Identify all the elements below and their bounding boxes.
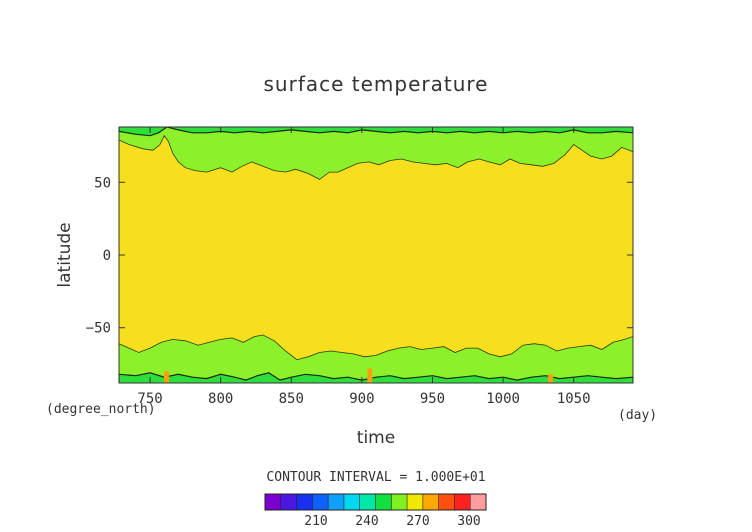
colorbar-tick-label: 300 — [457, 514, 480, 529]
colorbar-swatch — [343, 494, 361, 510]
colorbar-tick-label: 270 — [406, 514, 429, 529]
colorbar-swatch — [422, 494, 440, 510]
colorbar-swatch — [359, 494, 376, 510]
y-axis: 50 0 −50 — [86, 175, 633, 337]
colorbar-tick-labels: 210 240 270 300 — [304, 514, 480, 529]
north-midlatitude-band — [119, 127, 633, 180]
colorbar-swatch — [391, 494, 408, 510]
colorbar-swatch — [296, 494, 313, 510]
warm-edge-patches — [164, 368, 554, 383]
y-axis-label: latitude — [55, 222, 75, 287]
colorbar-swatch — [407, 494, 424, 510]
x-tick-label: 750 — [137, 391, 162, 407]
y-axis-unit: (degree_north) — [46, 402, 156, 417]
south-polar-band — [119, 372, 633, 383]
colorbar-swatch — [312, 494, 329, 510]
contour-interval-label: CONTOUR INTERVAL = 1.000E+01 — [266, 470, 485, 485]
x-axis-label: time — [357, 428, 395, 448]
south-midlatitude-band — [119, 334, 633, 383]
x-tick-label: 950 — [420, 391, 445, 407]
colorbar-swatch — [454, 494, 471, 510]
y-tick-label: −50 — [86, 321, 111, 337]
colorbar-tick-label: 210 — [304, 514, 327, 529]
x-tick-label: 900 — [349, 391, 374, 407]
y-tick-label: 50 — [94, 175, 111, 191]
colorbar-tick-label: 240 — [355, 514, 378, 529]
plot-area — [118, 126, 634, 384]
colorbar — [264, 493, 487, 511]
warm-edge-patch-1 — [367, 368, 373, 383]
x-axis: 750 800 850 900 950 1000 1050 — [137, 127, 591, 407]
x-tick-label: 1000 — [486, 391, 520, 407]
x-tick-label: 800 — [208, 391, 233, 407]
warm-edge-patch-0 — [164, 371, 170, 383]
warm-edge-patch-2 — [548, 374, 554, 383]
colorbar-swatch — [470, 494, 487, 510]
colorbar-swatch — [328, 494, 345, 510]
x-tick-label: 1050 — [557, 391, 591, 407]
x-tick-label: 850 — [279, 391, 304, 407]
x-axis-unit: (day) — [618, 408, 657, 423]
y-tick-label: 0 — [103, 248, 111, 264]
north-polar-band — [119, 127, 633, 137]
colorbar-swatch — [280, 494, 298, 510]
colorbar-swatch — [375, 494, 392, 510]
colorbar-swatch — [265, 494, 282, 510]
colorbar-swatch — [438, 494, 455, 510]
chart-title: surface temperature — [264, 72, 489, 96]
